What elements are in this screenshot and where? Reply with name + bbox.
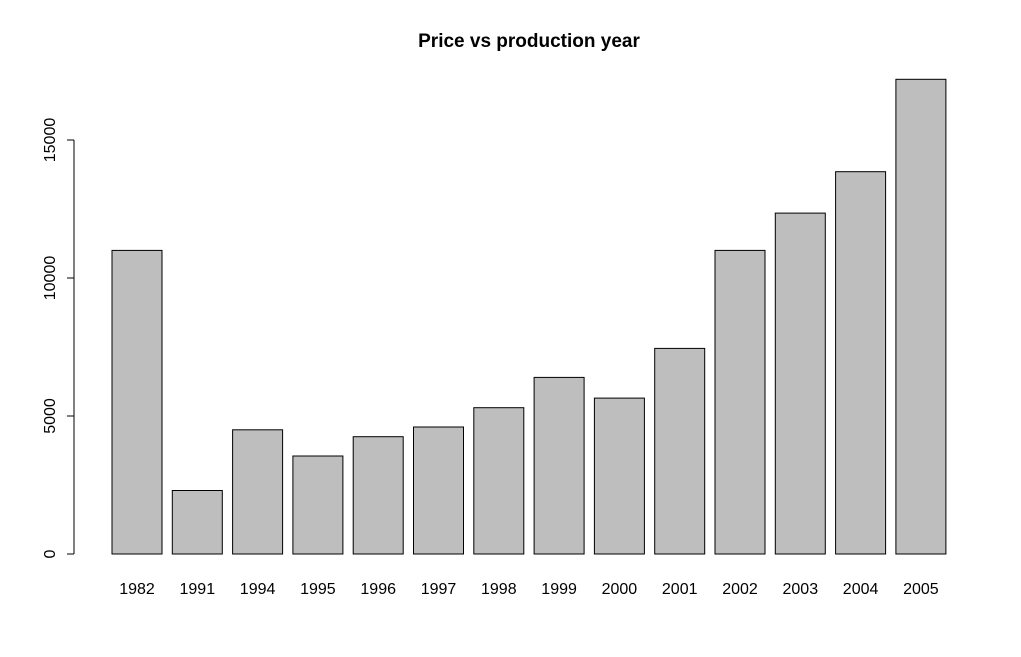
bar-1999 (533, 376, 585, 555)
chart-title: Price vs production year (418, 31, 640, 52)
bar-2000 (593, 397, 645, 555)
bars-group (111, 78, 947, 555)
bar-1995 (292, 455, 344, 555)
x-tick-label: 1998 (481, 581, 517, 598)
bar-1996 (352, 436, 404, 555)
x-tick-label: 2001 (662, 581, 698, 598)
y-tick-label: 10000 (42, 256, 59, 301)
bar-2002 (714, 249, 766, 555)
x-tick-label: 1999 (541, 581, 577, 598)
x-tick-label: 2005 (903, 581, 939, 598)
bar-2003 (774, 212, 826, 555)
x-tick-label: 1995 (300, 581, 336, 598)
y-tick-label: 5000 (42, 398, 59, 434)
y-axis: 0 5000 10000 15000 (42, 118, 75, 558)
x-tick-labels: 1982 1991 1994 1995 1996 1997 1998 1999 2000 2001… (119, 581, 939, 598)
bar-2005 (895, 78, 947, 555)
y-tick-label: 15000 (42, 118, 59, 163)
x-tick-label: 2004 (843, 581, 879, 598)
bar-1982 (111, 249, 163, 555)
bar-1994 (232, 429, 284, 555)
x-tick-label: 1991 (180, 581, 216, 598)
x-tick-label: 2000 (602, 581, 638, 598)
bar-2004 (835, 171, 887, 555)
x-tick-label: 2002 (722, 581, 758, 598)
x-tick-label: 1997 (421, 581, 457, 598)
x-tick-label: 1996 (360, 581, 396, 598)
bar-2001 (654, 347, 706, 555)
bar-1991 (171, 490, 223, 555)
bar-1997 (413, 426, 464, 555)
x-tick-label: 1982 (119, 581, 155, 598)
x-tick-label: 1994 (240, 581, 276, 598)
x-tick-label: 2003 (783, 581, 819, 598)
bar-1998 (473, 407, 525, 555)
y-tick-label: 0 (42, 549, 59, 558)
